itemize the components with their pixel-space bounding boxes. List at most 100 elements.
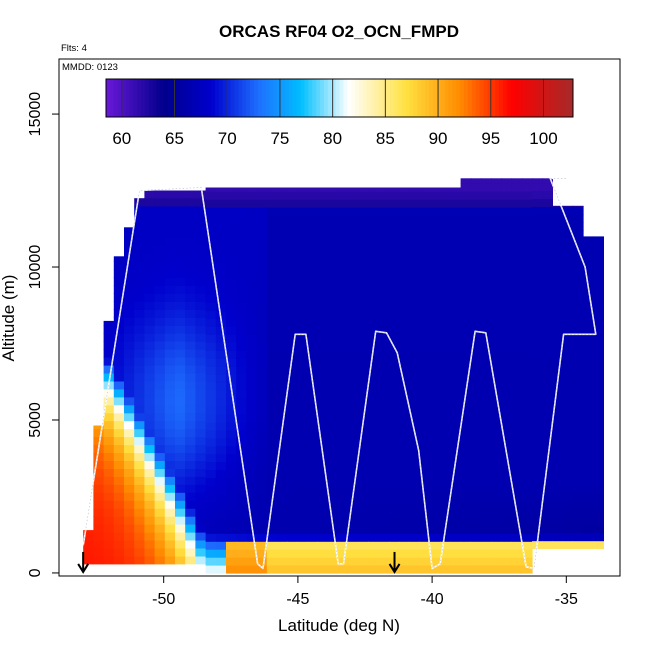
heat-cell bbox=[593, 508, 604, 518]
heat-cell bbox=[297, 366, 309, 375]
heat-cell bbox=[144, 524, 156, 533]
heat-cell bbox=[481, 517, 492, 526]
heat-cell bbox=[256, 390, 268, 399]
heat-cell bbox=[368, 223, 380, 232]
heat-cell bbox=[246, 437, 258, 447]
heat-cell bbox=[124, 372, 135, 382]
heat-cell bbox=[246, 413, 258, 423]
colorbar-cell bbox=[137, 79, 142, 117]
heat-cell bbox=[389, 517, 400, 526]
heat-cell bbox=[144, 484, 156, 493]
heat-cell bbox=[164, 388, 176, 398]
heat-cell bbox=[521, 342, 533, 351]
heat-cell bbox=[419, 223, 431, 232]
heat-cell bbox=[440, 207, 451, 216]
heat-cell bbox=[297, 453, 309, 463]
colorbar-cell bbox=[526, 79, 531, 117]
heat-cell bbox=[419, 294, 431, 304]
heat-cell bbox=[307, 485, 319, 494]
heat-cell bbox=[236, 238, 247, 248]
heat-cell bbox=[287, 541, 298, 550]
heat-cell bbox=[134, 205, 145, 215]
heat-cell bbox=[307, 358, 319, 367]
heat-cell bbox=[328, 238, 339, 248]
heat-cell bbox=[175, 444, 186, 454]
heat-cell bbox=[379, 302, 390, 312]
heat-cell bbox=[175, 436, 186, 446]
heat-cell bbox=[338, 469, 349, 479]
heat-cell bbox=[175, 269, 186, 279]
heat-cell bbox=[470, 445, 482, 455]
heat-cell bbox=[103, 484, 115, 493]
heat-cell bbox=[379, 549, 390, 558]
heat-cell bbox=[409, 302, 421, 312]
heat-cell bbox=[256, 199, 268, 208]
heat-cell bbox=[593, 301, 604, 311]
heat-cell bbox=[583, 349, 594, 359]
heat-cell bbox=[501, 358, 513, 367]
heat-cell bbox=[521, 565, 533, 574]
heat-cell bbox=[246, 366, 258, 375]
heat-cell bbox=[470, 350, 482, 359]
heat-cell bbox=[481, 453, 492, 463]
heat-cell bbox=[583, 341, 594, 351]
heat-cell bbox=[368, 469, 380, 479]
heat-cell bbox=[430, 501, 441, 510]
heat-cell bbox=[491, 199, 502, 208]
heat-cell bbox=[481, 374, 492, 383]
heat-cell bbox=[266, 390, 278, 399]
heat-cell bbox=[399, 533, 411, 542]
heat-cell bbox=[379, 541, 390, 550]
heat-cell bbox=[154, 380, 166, 390]
heat-cell bbox=[297, 286, 309, 296]
heat-cell bbox=[511, 390, 523, 399]
heat-cell bbox=[154, 484, 166, 493]
heat-cell bbox=[358, 334, 370, 343]
heat-cell bbox=[358, 461, 370, 471]
heat-cell bbox=[399, 278, 411, 288]
heat-cell bbox=[287, 374, 298, 383]
heat-cell bbox=[593, 389, 604, 398]
heat-cell bbox=[185, 388, 196, 398]
heat-cell bbox=[532, 492, 543, 502]
heat-cell bbox=[521, 557, 533, 566]
heat-cell bbox=[542, 317, 553, 327]
heat-cell bbox=[552, 301, 564, 311]
heat-cell bbox=[521, 549, 533, 558]
heat-cell bbox=[215, 358, 227, 367]
heat-cell bbox=[205, 294, 217, 304]
heat-cell bbox=[113, 341, 125, 350]
heat-cell bbox=[317, 199, 329, 208]
heat-cell bbox=[593, 405, 604, 414]
heat-cell bbox=[409, 294, 421, 304]
heat-cell bbox=[419, 366, 431, 375]
heat-cell bbox=[124, 468, 135, 477]
heat-cell bbox=[440, 565, 451, 574]
heat-cell bbox=[572, 349, 584, 359]
heat-cell bbox=[491, 517, 502, 526]
heat-cell bbox=[511, 398, 523, 407]
heat-cell bbox=[256, 270, 268, 280]
heat-cell bbox=[317, 191, 329, 200]
heat-cell bbox=[532, 206, 543, 216]
heat-cell bbox=[552, 349, 564, 359]
heat-cell bbox=[103, 341, 115, 350]
heat-cell bbox=[450, 334, 462, 343]
heat-cell bbox=[419, 549, 431, 558]
heat-cell bbox=[572, 341, 584, 351]
heat-cell bbox=[134, 357, 145, 366]
heat-cell bbox=[185, 492, 196, 501]
heat-cell bbox=[328, 390, 339, 399]
heat-cell bbox=[491, 485, 502, 494]
colorbar-cell bbox=[273, 79, 278, 117]
heat-cell bbox=[328, 533, 339, 542]
heat-cell bbox=[246, 326, 258, 335]
heat-cell bbox=[521, 294, 533, 304]
heat-cell bbox=[307, 533, 319, 542]
heat-cell bbox=[226, 541, 237, 550]
heat-cell bbox=[542, 238, 553, 247]
heat-cell bbox=[542, 278, 553, 287]
heat-cell bbox=[389, 477, 400, 487]
heat-cell bbox=[491, 469, 502, 479]
heat-cell bbox=[205, 215, 217, 224]
